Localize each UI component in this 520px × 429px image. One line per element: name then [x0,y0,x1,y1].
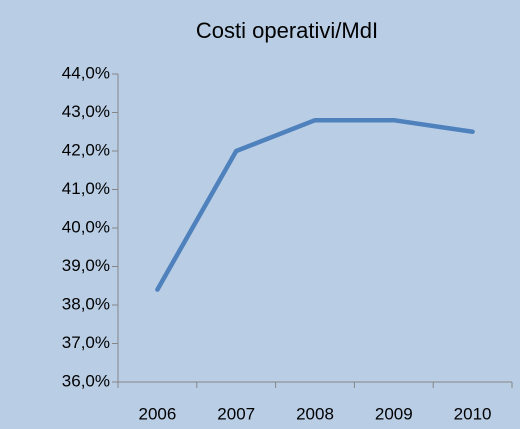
y-tick-label: 41,0% [62,179,110,198]
line-series [155,117,475,292]
x-tick-label: 2006 [138,404,176,423]
x-tick-label: 2007 [217,404,255,423]
x-tick-label: 2010 [454,404,492,423]
y-tick-label: 39,0% [62,256,110,275]
y-tick-label: 44,0% [62,63,110,82]
x-tick-label: 2009 [375,404,413,423]
y-tick-label: 36,0% [62,371,110,390]
chart-title: Costi operativi/MdI [196,18,378,43]
x-tick-label: 2008 [296,404,334,423]
y-tick-label: 37,0% [62,333,110,352]
y-tick-label: 42,0% [62,140,110,159]
y-tick-label: 43,0% [62,102,110,121]
y-tick-label: 38,0% [62,294,110,313]
y-tick-label: 40,0% [62,217,110,236]
